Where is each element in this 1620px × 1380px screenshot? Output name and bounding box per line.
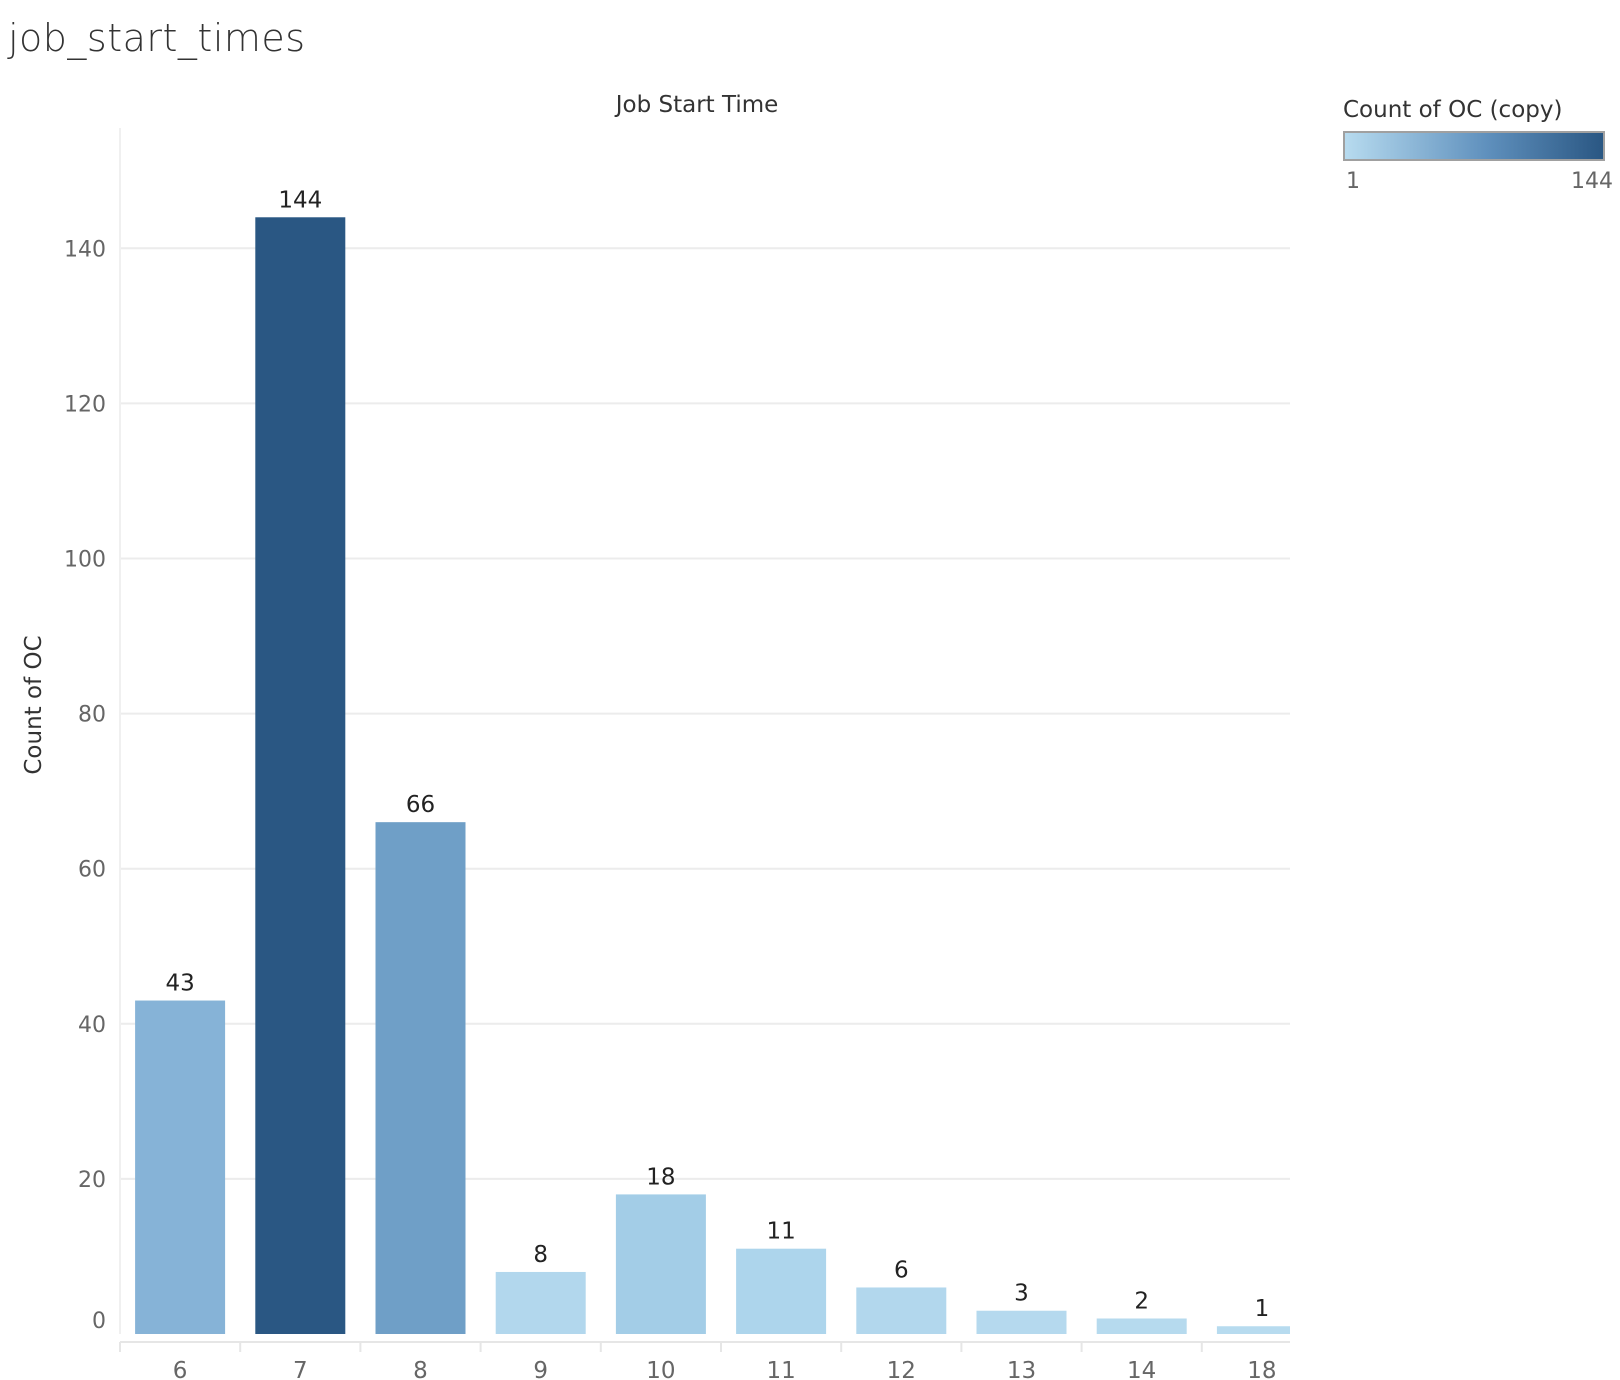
y-tick-label: 100 [64,548,106,573]
bars [135,217,1290,1334]
bar [856,1287,947,1334]
bar [1096,1318,1187,1334]
x-tick-label: 18 [1247,1358,1276,1380]
legend-color-ramp [1343,131,1605,161]
bar-data-label: 3 [1014,1281,1029,1307]
bar [736,1248,827,1334]
bar [1216,1326,1290,1334]
x-tick-label: 13 [1007,1358,1036,1380]
x-tick-label: 9 [533,1358,548,1380]
x-tick-label: 12 [887,1358,916,1380]
bar-data-label: 66 [406,792,435,818]
x-tick-label: 14 [1127,1358,1156,1380]
bar-data-label: 18 [646,1164,675,1190]
y-tick-label: 120 [64,392,106,417]
legend-title: Count of OC (copy) [1343,97,1563,123]
legend-range: 1 144 [1343,169,1613,197]
bar-data-label: 6 [894,1257,909,1283]
x-tick-label: 6 [173,1358,188,1380]
bar [375,822,466,1334]
color-legend: Count of OC (copy) 1 144 [1343,97,1613,197]
bar [255,217,346,1334]
y-axis-title: Count of OC [21,635,47,774]
bar-data-label: 11 [766,1219,795,1245]
bar-data-label: 8 [533,1242,548,1268]
bar-data-label: 2 [1134,1288,1149,1314]
y-tick-label: 20 [78,1168,106,1193]
bar [495,1271,586,1334]
bar-data-label: 144 [278,187,322,213]
x-tick-label: 8 [413,1358,428,1380]
y-tick-label: 140 [64,237,106,262]
x-tick-label: 10 [646,1358,675,1380]
legend-max-label: 144 [1571,169,1613,194]
legend-min-label: 1 [1346,169,1360,194]
bar-data-label: 1 [1255,1296,1270,1322]
data-labels: 43 144 66 8 18 11 6 3 2 1 [165,187,1269,1322]
y-tick-label: 60 [78,858,106,883]
bar [615,1194,706,1334]
bar [976,1310,1067,1334]
x-tick-label: 11 [766,1358,795,1380]
y-tick-label: 80 [78,703,106,728]
y-tick-label: 0 [92,1309,106,1334]
chart-title: Job Start Time [614,92,779,118]
x-tick-label: 7 [293,1358,308,1380]
bar-data-label: 43 [165,971,194,997]
y-tick-label: 40 [78,1013,106,1038]
sheet-title: job_start_times [8,16,306,60]
bar [135,1000,226,1334]
